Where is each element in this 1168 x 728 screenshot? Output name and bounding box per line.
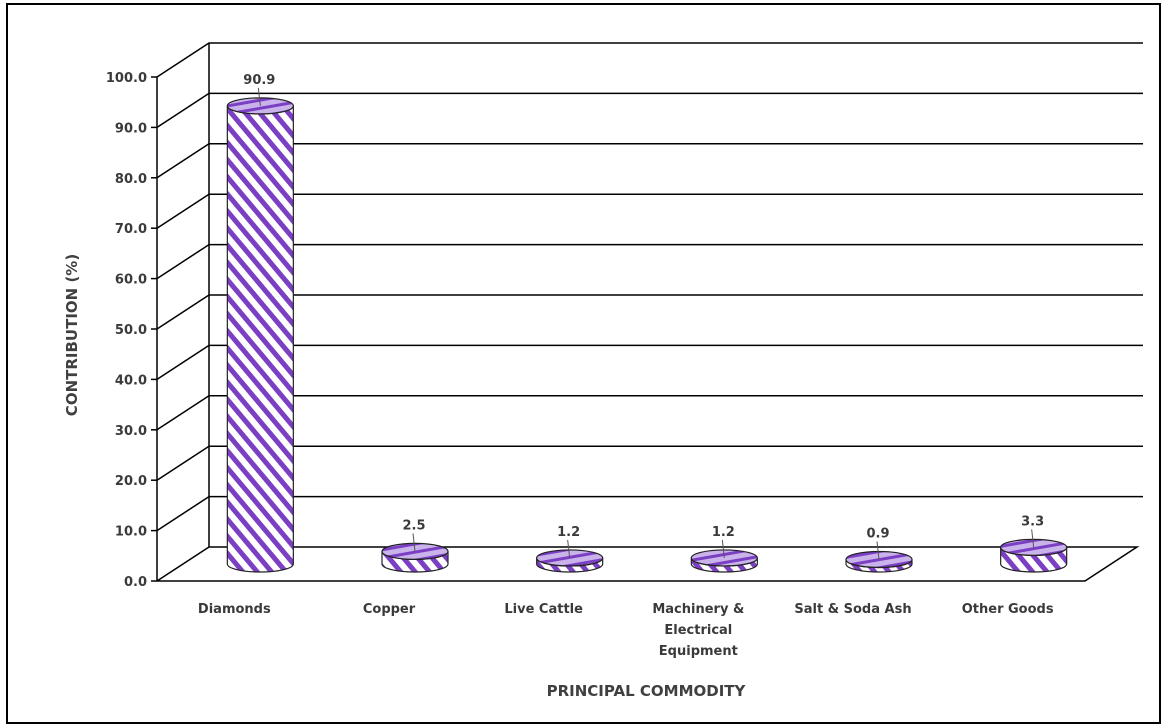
y-tick-label: 10.0 — [115, 525, 147, 540]
data-label-leader — [876, 541, 880, 560]
x-tick-label: Copper — [363, 602, 416, 617]
gridline — [156, 243, 1143, 280]
data-label: 1.2 — [712, 525, 735, 540]
data-label-leader — [567, 539, 571, 559]
y-tick-label: 40.0 — [115, 373, 147, 388]
data-label: 1.2 — [557, 525, 580, 540]
gridline — [156, 92, 1143, 129]
x-tick-label: Machinery & Electrical Equipment — [652, 602, 744, 659]
y-tick-label: 70.0 — [115, 222, 147, 237]
bar-1 — [226, 97, 294, 573]
gridline — [156, 344, 1143, 381]
gridline — [156, 445, 1143, 481]
gridline — [156, 42, 1143, 78]
x-tick-label: Live Cattle — [504, 602, 583, 617]
bar-body — [226, 105, 294, 573]
gridline — [156, 294, 1143, 330]
x-tick-label: Salt & Soda Ash — [794, 602, 911, 617]
x-axis-title: PRINCIPAL COMMODITY — [547, 682, 747, 700]
data-label-leader — [257, 87, 261, 106]
gridline — [156, 495, 1143, 532]
gridline — [156, 395, 1143, 431]
bar-5 — [845, 550, 913, 573]
y-tick-label: 20.0 — [115, 474, 147, 489]
y-tick-label: 90.0 — [115, 121, 147, 136]
data-label: 90.9 — [243, 73, 275, 88]
y-tick-label: 50.0 — [115, 323, 147, 338]
data-label: 2.5 — [402, 518, 425, 533]
y-tick-label: 100.0 — [106, 71, 147, 86]
floor-outline — [156, 546, 1140, 582]
data-label-leader — [412, 533, 416, 552]
y-tick-label: 0.0 — [124, 575, 147, 590]
y-tick-label: 30.0 — [115, 424, 147, 439]
data-label-leader — [1031, 529, 1035, 548]
chart-svg: 0.0 10.0 20.0 30.0 40.0 50.0 60.0 70.0 80.0 90.0 1… — [63, 42, 1143, 700]
gridline — [156, 193, 1143, 229]
bar-3 — [536, 549, 604, 573]
x-tick-label: Diamonds — [198, 602, 271, 617]
y-tick-label: 80.0 — [115, 172, 147, 187]
data-label: 0.9 — [866, 526, 889, 541]
data-label-leader — [721, 539, 725, 559]
y-axis-title: CONTRIBUTION (%) — [63, 254, 81, 416]
gridline — [156, 143, 1143, 179]
x-tick-label: Other Goods — [962, 602, 1054, 617]
bar-4 — [690, 549, 758, 573]
y-tick-label: 60.0 — [115, 273, 147, 288]
data-label: 3.3 — [1021, 514, 1044, 529]
chart-frame: 0.0 10.0 20.0 30.0 40.0 50.0 60.0 70.0 80.0 90.0 1… — [6, 3, 1161, 724]
